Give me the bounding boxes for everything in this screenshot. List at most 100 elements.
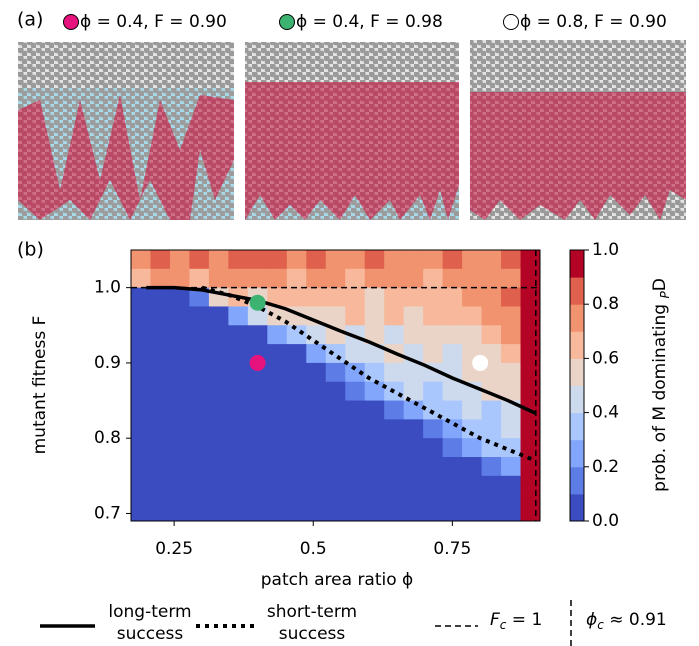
heatmap-cell [247,381,268,402]
heatmap-cell [501,287,522,307]
heatmap-cell [462,268,483,289]
y-tick-label: 1.0 [94,278,121,298]
x-tick-label: 0.25 [155,539,193,559]
colorbar-bin [570,466,584,495]
heatmap-cell [189,287,210,307]
heatmap-cell [267,438,288,458]
heatmap-cell [169,400,190,420]
heatmap-cell [442,306,463,326]
heatmap-cell [423,513,444,521]
heatmap-cell [345,344,366,364]
heatmap-cell [267,457,288,477]
heatmap-cell [442,381,463,402]
heatmap-cell [501,362,522,383]
heatmap-cell [228,362,249,383]
heatmap-cell [442,344,463,364]
heatmap-cell [169,268,190,289]
heatmap-cell [501,513,522,521]
heatmap-cell [247,457,268,477]
heatmap-cell [364,513,385,521]
heatmap-cell [481,268,502,289]
heatmap-cell [228,381,249,402]
heatmap-cell [169,362,190,383]
heatmap-cell [345,362,366,383]
heatmap-cell [325,494,346,514]
heatmap-cell [481,400,502,420]
heatmap-cell [364,344,385,364]
heatmap-cell [403,306,424,326]
heatmap-cell [345,475,366,496]
heatmap-cell [423,457,444,477]
heatmap-cell [208,419,229,439]
heatmap-cell [442,268,463,289]
heatmap-cell [189,325,210,345]
label: ϕc ≈ 0.91 [586,610,667,632]
heatmap-cell [208,381,229,402]
heatmap-cell [520,438,540,458]
heatmap-cell [169,513,190,521]
colorbar-bin [570,358,584,386]
heatmap-cell [501,494,522,514]
point [249,354,266,371]
heatmap-cell [520,268,540,289]
heatmap-cell [306,475,327,496]
heatmap-cell [520,381,540,402]
heatmap-cell [286,344,307,364]
heatmap-cell [364,250,385,270]
heatmap-cell [481,513,502,521]
x-tick-label: 0.75 [433,539,471,559]
heatmap-cell [325,457,346,477]
heatmap-cell [150,438,171,458]
heatmap-cell [403,400,424,420]
heatmap-cell [462,400,483,420]
heatmap-cell [306,250,327,270]
heatmap-cell [306,268,327,289]
heatmap-cell [169,381,190,402]
heatmap-cell [247,475,268,496]
marker-key [279,14,295,30]
heatmap-cell [403,494,424,514]
heatmap-cell [208,513,229,521]
heatmap-cell [520,362,540,383]
heatmap-cell [228,494,249,514]
heatmap-cell [189,344,210,364]
heatmap-cell [267,362,288,383]
heatmap-cell [520,494,540,514]
heatmap-cell [228,325,249,345]
heatmap-cell [208,400,229,420]
heatmap-cell [481,475,502,496]
heatmap-cell [384,400,405,420]
heatmap-cell [442,438,463,458]
heatmap-cell [462,250,483,270]
heatmap-cell [228,250,249,270]
heatmap-cell [403,250,424,270]
legend-label: long-term [108,602,191,622]
heatmap-cell [520,287,540,307]
marker-key [63,14,79,30]
heatmap-cell [150,381,171,402]
heatmap-cell [131,381,151,402]
heatmap-cell [189,438,210,458]
heatmap-cell [267,306,288,326]
heatmap-cell [286,325,307,345]
heatmap-cell [208,494,229,514]
heatmap-cell [442,400,463,420]
heatmap-cell [306,381,327,402]
heatmap-cell [364,457,385,477]
heatmap-cell [345,306,366,326]
heatmap-cell [131,362,151,383]
heatmap-cell [208,438,229,458]
heatmap-cell [286,400,307,420]
heatmap-cell [189,362,210,383]
colorbar-bin [570,412,584,441]
heatmap-cell [403,419,424,439]
heatmap-cell [384,494,405,514]
heatmap-cell [169,250,190,270]
heatmap-cell [247,494,268,514]
heatmap-cell [228,475,249,496]
heatmap-cell [364,494,385,514]
heatmap-cell [345,268,366,289]
label-part: ϕ [586,610,597,630]
heatmap-cell [384,475,405,496]
heatmap-cell [384,268,405,289]
